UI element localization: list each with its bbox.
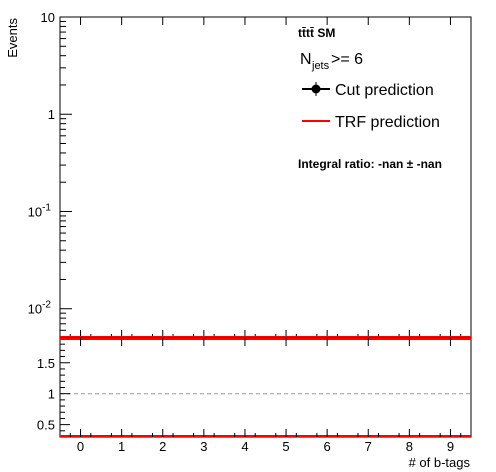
- njets-label: N jets >= 6: [300, 51, 363, 72]
- ratio-x-tick-label: 7: [365, 439, 372, 454]
- main-y-tick-label: 10: [41, 10, 55, 25]
- main-y-tick-label: 10-1: [28, 202, 52, 219]
- ratio-y-tick-label: 1: [48, 387, 55, 402]
- process-label: tt̄tt̄ SM: [298, 26, 335, 40]
- ratio-plot-panel: 0.5 1 1.5 0 1 2 3 4 5 6 7 8 9 # of b-tags: [37, 337, 472, 470]
- njets-symbol: N: [300, 51, 312, 68]
- main-x-ticks: [69, 17, 462, 338]
- tick-exponent: -2: [42, 300, 51, 311]
- legend-entry-cut: Cut prediction: [302, 82, 434, 99]
- legend-trf-label: TRF prediction: [335, 114, 440, 131]
- ratio-y-tick-label: 0.5: [37, 418, 55, 433]
- main-y-tick-label: 1: [48, 107, 55, 122]
- ratio-x-tick-label: 8: [406, 439, 413, 454]
- main-y-tick-label: 10-2: [28, 300, 52, 317]
- ratio-x-tick-label: 2: [159, 439, 166, 454]
- tick-base: 10: [28, 302, 42, 317]
- ratio-x-tick-label: 4: [241, 439, 248, 454]
- ratio-x-tick-label: 3: [200, 439, 207, 454]
- njets-subscript: jets: [311, 60, 330, 72]
- ratio-plot-frame: [59, 337, 472, 438]
- ratio-x-tick-label: 5: [282, 439, 289, 454]
- njets-cut: >= 6: [331, 51, 363, 68]
- x-axis-label: # of b-tags: [409, 455, 471, 470]
- legend: Cut prediction TRF prediction: [302, 82, 440, 131]
- ratio-x-tick-label: 0: [77, 439, 84, 454]
- y-axis-label: Events: [5, 18, 20, 58]
- ratio-y-axis: 0.5 1 1.5: [37, 343, 70, 433]
- legend-entry-trf: TRF prediction: [302, 114, 440, 131]
- ratio-y-tick-label: 1.5: [37, 356, 55, 371]
- main-plot-frame: [59, 16, 472, 339]
- ratio-x-tick-label: 9: [447, 439, 454, 454]
- legend-cut-label: Cut prediction: [335, 82, 434, 99]
- ratio-x-tick-label: 6: [324, 439, 331, 454]
- ratio-x-axis: 0 1 2 3 4 5 6 7 8 9: [69, 338, 462, 454]
- tick-base: 10: [28, 204, 42, 219]
- tick-exponent: -1: [42, 202, 51, 213]
- legend-cut-marker-icon: [311, 84, 321, 94]
- ratio-x-tick-label: 1: [118, 439, 125, 454]
- integral-ratio-label: Integral ratio: -nan ± -nan: [298, 157, 442, 171]
